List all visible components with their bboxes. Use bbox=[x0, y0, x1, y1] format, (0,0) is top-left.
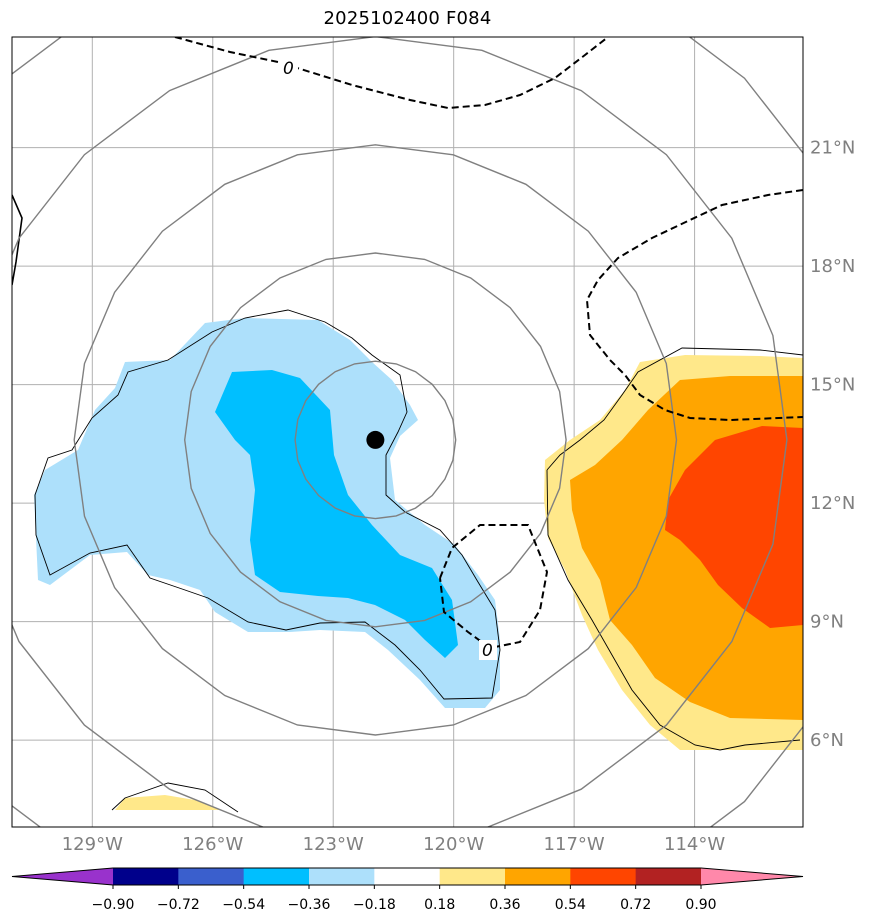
lon-tick-label: 123°W bbox=[303, 834, 364, 855]
lat-tick-label: 6°N bbox=[810, 730, 844, 751]
contour-small-outline bbox=[111, 782, 239, 813]
storm-center-marker bbox=[366, 430, 385, 449]
colorbar-swatch bbox=[309, 868, 375, 885]
colorbar-tick-label: −0.54 bbox=[222, 897, 265, 913]
colorbar-tick-label: 0.18 bbox=[424, 897, 455, 913]
negative-shading bbox=[34, 318, 500, 708]
lon-tick-label: 114°W bbox=[664, 834, 725, 855]
range-ring bbox=[183, 252, 567, 628]
lat-tick-label: 9°N bbox=[810, 612, 844, 633]
latitude-labels: 21°N 18°N 15°N 12°N 9°N 6°N bbox=[810, 138, 855, 751]
lon-tick-label: 120°W bbox=[423, 834, 484, 855]
colorbar-swatch bbox=[113, 868, 179, 885]
shade-deep-sky-blue-region bbox=[215, 370, 458, 658]
lat-tick-label: 21°N bbox=[810, 138, 855, 159]
colorbar-swatch bbox=[635, 868, 702, 885]
lon-tick-label: 117°W bbox=[544, 834, 605, 855]
chart-title: 2025102400 F084 bbox=[323, 8, 492, 29]
shade-small-yellow-patch bbox=[115, 795, 220, 810]
lat-tick-label: 12°N bbox=[810, 493, 855, 514]
shade-orange-red-region bbox=[665, 426, 803, 628]
colorbar-swatch bbox=[570, 868, 637, 885]
longitude-labels: 129°W 126°W 123°W 120°W 117°W 114°W bbox=[62, 834, 726, 855]
contour-positive-outline bbox=[546, 347, 803, 751]
colorbar-tick-label: −0.72 bbox=[157, 897, 200, 913]
zero-contour-label-bottom: 0 bbox=[482, 641, 493, 661]
colorbar-tick-label: 0.54 bbox=[555, 897, 586, 913]
colorbar-tick-label: 0.72 bbox=[620, 897, 651, 913]
boundary-contours bbox=[12, 194, 803, 813]
range-ring bbox=[73, 144, 678, 736]
colorbar-swatch bbox=[178, 868, 245, 885]
zero-contour-loop bbox=[439, 524, 549, 650]
colorbar-tick-label: 0.36 bbox=[489, 897, 520, 913]
zero-contours bbox=[174, 37, 803, 650]
colorbar-extend-high bbox=[701, 868, 803, 885]
zero-label-top-bg bbox=[280, 58, 298, 78]
lon-tick-label: 126°W bbox=[182, 834, 243, 855]
colorbar-swatch bbox=[374, 868, 441, 885]
colorbar: −0.90 −0.72 −0.54 −0.36 −0.18 0.18 0.36 0.54 0.7… bbox=[11, 867, 804, 913]
zero-contour-label-top: 0 bbox=[283, 59, 294, 79]
positive-shading bbox=[115, 355, 803, 810]
colorbar-swatch bbox=[243, 868, 310, 885]
colorbar-swatch bbox=[505, 868, 571, 885]
lat-tick-label: 18°N bbox=[810, 256, 855, 277]
zero-contour-top bbox=[174, 37, 609, 110]
map-frame bbox=[11, 36, 804, 828]
colorbar-tick-label: −0.36 bbox=[288, 897, 331, 913]
colorbar-tick-label: −0.18 bbox=[353, 897, 396, 913]
lat-tick-label: 15°N bbox=[810, 375, 855, 396]
range-ring bbox=[294, 360, 457, 520]
coastline-left bbox=[12, 194, 23, 286]
colorbar-swatch bbox=[439, 868, 506, 885]
zero-label-bottom-bg bbox=[479, 640, 497, 660]
contour-negative-outline bbox=[34, 309, 501, 700]
colorbar-tick-label: 0.90 bbox=[685, 897, 716, 913]
zero-contour-right bbox=[585, 189, 803, 422]
range-ring bbox=[12, 37, 788, 827]
colorbar-extend-low bbox=[12, 868, 113, 885]
colorbar-tick-label: −0.90 bbox=[92, 897, 135, 913]
lon-tick-label: 129°W bbox=[62, 834, 123, 855]
